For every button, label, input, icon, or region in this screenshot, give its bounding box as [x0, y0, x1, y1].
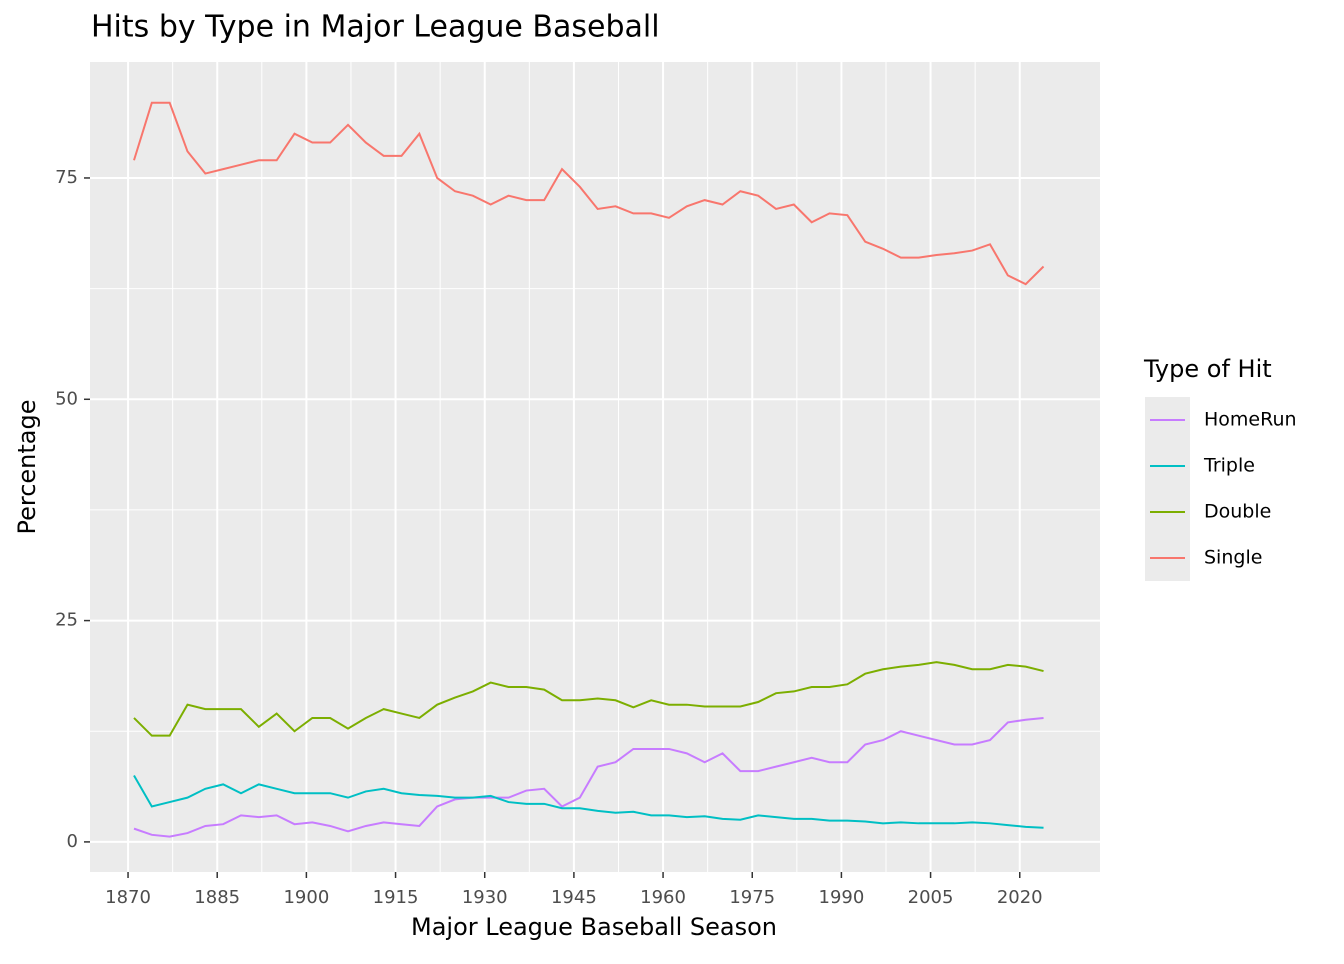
legend-title: Type of Hit: [1143, 355, 1272, 383]
legend-label: Double: [1204, 501, 1271, 523]
legend-label: Triple: [1203, 455, 1255, 477]
legend-key-bg: [1145, 397, 1190, 581]
chart-title: Hits by Type in Major League Baseball: [91, 10, 660, 45]
data-line: [133, 716, 1044, 838]
y-tick-label: 50: [55, 388, 78, 409]
data-line: [133, 101, 1045, 286]
legend-label: Single: [1204, 547, 1262, 569]
x-axis-label: Major League Baseball Season: [411, 913, 777, 941]
x-tick-label: 1930: [462, 887, 508, 908]
legend-label: HomeRun: [1204, 409, 1297, 431]
panel: [90, 62, 1100, 872]
x-tick-label: 1900: [283, 887, 329, 908]
x-tick-label: 1945: [551, 887, 597, 908]
x-tick-label: 1870: [105, 887, 151, 908]
x-tick-label: 1975: [729, 887, 775, 908]
x-tick-label: 1990: [819, 887, 865, 908]
x-tick-label: 1915: [373, 887, 419, 908]
x-tick-label: 2020: [997, 887, 1043, 908]
x-tick-label: 2005: [908, 887, 954, 908]
data-line: [133, 775, 1044, 829]
y-tick-label: 75: [55, 167, 78, 188]
y-tick-label: 25: [55, 610, 78, 631]
y-axis-label: Percentage: [13, 399, 41, 534]
y-tick-label: 0: [67, 831, 78, 852]
x-tick-label: 1885: [194, 887, 240, 908]
data-line: [133, 661, 1044, 737]
x-tick-label: 1960: [640, 887, 686, 908]
